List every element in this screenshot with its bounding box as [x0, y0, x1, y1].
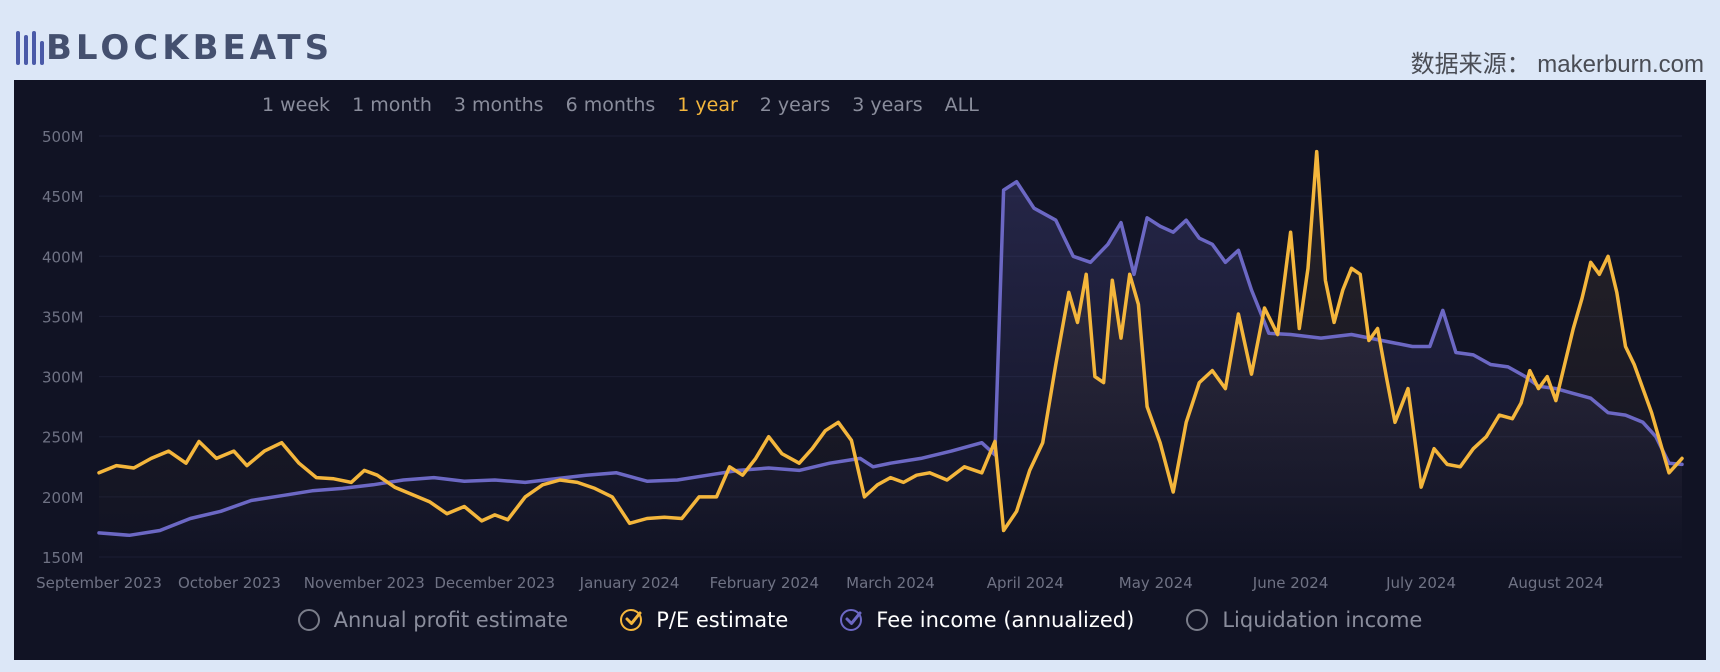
range-selector: 1 week 1 month 3 months 6 months 1 year 2 yea… — [262, 94, 1001, 116]
brand-name: BLOCKBEATS — [46, 28, 334, 68]
range-button-1-week[interactable]: 1 week — [262, 94, 331, 116]
y-tick-label: 200M — [42, 489, 84, 507]
y-tick-label: 500M — [42, 128, 84, 146]
range-button-2-years[interactable]: 2 years — [759, 94, 831, 116]
x-tick-label: July 2024 — [1385, 574, 1456, 592]
x-tick-label: November 2023 — [304, 574, 425, 592]
chart-panel: 1 week 1 month 3 months 6 months 1 year 2 yea… — [14, 80, 1706, 660]
series-line-1 — [97, 179, 1684, 538]
bars-logo-icon — [16, 31, 44, 65]
legend-item-0[interactable]: Annual profit estimate — [297, 608, 569, 632]
x-tick-label: May 2024 — [1119, 574, 1193, 592]
x-tick-label: January 2024 — [579, 574, 680, 592]
brand-logo: BLOCKBEATS — [16, 26, 333, 70]
x-tick-label: April 2024 — [987, 574, 1064, 592]
legend-item-3[interactable]: Liquidation income — [1186, 608, 1422, 632]
checked-circle-icon — [620, 609, 643, 631]
x-tick-label: October 2023 — [178, 574, 281, 592]
legend-label: Annual profit estimate — [333, 608, 569, 632]
range-button-3-years[interactable]: 3 years — [852, 94, 923, 116]
series-line-0 — [97, 149, 1684, 533]
chart-legend: Annual profit estimate P/E estimate Fee in… — [14, 608, 1706, 632]
series-area-0 — [99, 151, 1682, 557]
y-tick-label: 450M — [42, 188, 84, 206]
x-tick-label: December 2023 — [434, 574, 555, 592]
empty-circle-icon — [1186, 609, 1209, 631]
range-button-6-months[interactable]: 6 months — [565, 94, 656, 116]
x-tick-label: March 2024 — [846, 574, 935, 592]
empty-circle-icon — [297, 609, 320, 631]
x-tick-label: June 2024 — [1252, 574, 1329, 592]
legend-label: P/E estimate — [656, 608, 789, 632]
y-tick-label: 400M — [42, 248, 84, 266]
x-tick-label: September 2023 — [36, 574, 162, 592]
y-tick-label: 150M — [42, 549, 84, 567]
y-tick-label: 300M — [42, 369, 84, 387]
legend-label: Fee income (annualized) — [876, 608, 1135, 632]
range-button-all[interactable]: ALL — [944, 94, 979, 116]
y-tick-label: 350M — [42, 308, 84, 326]
legend-label: Liquidation income — [1222, 608, 1423, 632]
x-tick-label: August 2024 — [1508, 574, 1603, 592]
line-chart: 150M 200M 250M 300M 350M 400M 450M 500M Septembe… — [36, 128, 1684, 592]
range-button-3-months[interactable]: 3 months — [453, 94, 544, 116]
legend-item-2[interactable]: Fee income (annualized) — [840, 608, 1134, 632]
legend-item-1[interactable]: P/E estimate — [620, 608, 788, 632]
range-button-1-year[interactable]: 1 year — [677, 94, 738, 116]
y-tick-label: 250M — [42, 429, 84, 447]
checked-circle-icon — [840, 609, 863, 631]
x-tick-label: February 2024 — [710, 574, 819, 592]
data-source: 数据来源： makerburn.com — [1410, 51, 1704, 78]
range-button-1-month[interactable]: 1 month — [352, 94, 432, 116]
